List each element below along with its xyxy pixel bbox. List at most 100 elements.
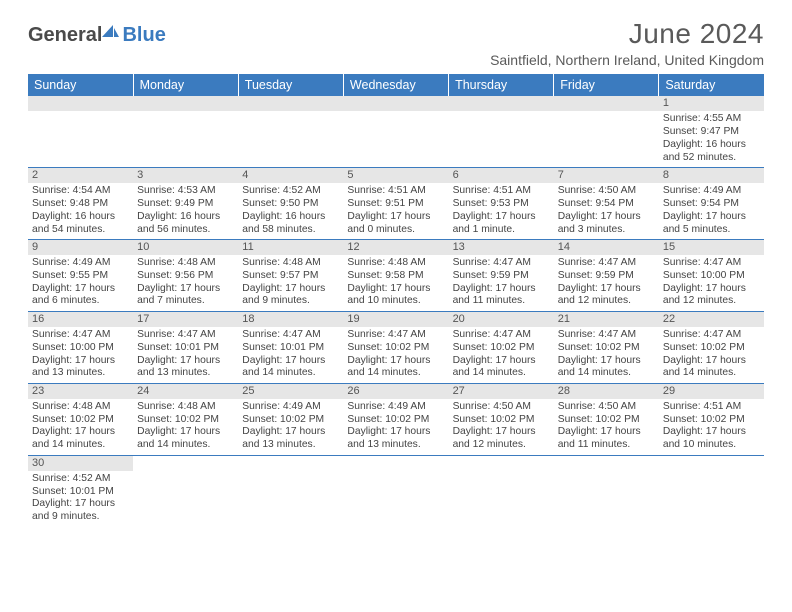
day-detail-cell: Sunrise: 4:50 AMSunset: 10:02 PMDaylight…: [449, 399, 554, 456]
page-title: June 2024: [490, 18, 764, 50]
day-detail-cell: Sunrise: 4:47 AMSunset: 10:02 PMDaylight…: [449, 327, 554, 384]
day-number-cell: [238, 456, 343, 471]
day-detail-cell: Sunrise: 4:47 AMSunset: 10:01 PMDaylight…: [238, 327, 343, 384]
day-detail-cell: Sunrise: 4:48 AMSunset: 9:57 PMDaylight:…: [238, 255, 343, 312]
weekday-header: Saturday: [659, 74, 764, 96]
calendar-table: SundayMondayTuesdayWednesdayThursdayFrid…: [28, 74, 764, 527]
day-detail-cell: [238, 111, 343, 168]
daylight-line: Daylight: 17 hours and 14 minutes.: [242, 355, 339, 381]
day-detail-row: Sunrise: 4:54 AMSunset: 9:48 PMDaylight:…: [28, 183, 764, 240]
sunrise-line: Sunrise: 4:47 AM: [242, 329, 339, 342]
day-detail-cell: Sunrise: 4:47 AMSunset: 9:59 PMDaylight:…: [449, 255, 554, 312]
daylight-line: Daylight: 17 hours and 3 minutes.: [558, 211, 655, 237]
day-number-cell: 9: [28, 240, 133, 255]
daylight-line: Daylight: 17 hours and 11 minutes.: [558, 426, 655, 452]
weekday-header: Sunday: [28, 74, 133, 96]
brand-logo: General Blue: [28, 18, 166, 47]
sunset-line: Sunset: 9:54 PM: [663, 198, 760, 211]
day-number-cell: 26: [343, 384, 448, 399]
day-detail-cell: Sunrise: 4:51 AMSunset: 9:51 PMDaylight:…: [343, 183, 448, 240]
daylight-line: Daylight: 17 hours and 9 minutes.: [242, 283, 339, 309]
day-detail-cell: [449, 471, 554, 527]
daylight-line: Daylight: 17 hours and 5 minutes.: [663, 211, 760, 237]
daylight-line: Daylight: 17 hours and 11 minutes.: [453, 283, 550, 309]
sunset-line: Sunset: 9:59 PM: [558, 270, 655, 283]
daylight-line: Daylight: 17 hours and 12 minutes.: [663, 283, 760, 309]
title-block: June 2024 Saintfield, Northern Ireland, …: [490, 18, 764, 68]
brand-part2: Blue: [122, 24, 165, 47]
day-number-cell: 17: [133, 312, 238, 327]
day-number-cell: 25: [238, 384, 343, 399]
daylight-line: Daylight: 17 hours and 0 minutes.: [347, 211, 444, 237]
sunset-line: Sunset: 9:58 PM: [347, 270, 444, 283]
sunrise-line: Sunrise: 4:49 AM: [663, 185, 760, 198]
day-detail-row: Sunrise: 4:47 AMSunset: 10:00 PMDaylight…: [28, 327, 764, 384]
daylight-line: Daylight: 17 hours and 10 minutes.: [663, 426, 760, 452]
day-detail-cell: Sunrise: 4:54 AMSunset: 9:48 PMDaylight:…: [28, 183, 133, 240]
day-detail-cell: Sunrise: 4:52 AMSunset: 10:01 PMDaylight…: [28, 471, 133, 527]
day-number-cell: 28: [554, 384, 659, 399]
sunrise-line: Sunrise: 4:55 AM: [663, 113, 760, 126]
day-detail-cell: Sunrise: 4:48 AMSunset: 10:02 PMDaylight…: [133, 399, 238, 456]
day-detail-row: Sunrise: 4:48 AMSunset: 10:02 PMDaylight…: [28, 399, 764, 456]
weekday-header: Thursday: [449, 74, 554, 96]
day-number-cell: 19: [343, 312, 448, 327]
day-number-row: 30: [28, 456, 764, 471]
sunset-line: Sunset: 10:01 PM: [242, 342, 339, 355]
day-number-cell: [28, 96, 133, 111]
day-detail-cell: Sunrise: 4:49 AMSunset: 10:02 PMDaylight…: [238, 399, 343, 456]
sunset-line: Sunset: 10:02 PM: [558, 414, 655, 427]
weekday-header: Friday: [554, 74, 659, 96]
day-number-cell: [133, 96, 238, 111]
sunset-line: Sunset: 9:49 PM: [137, 198, 234, 211]
sunset-line: Sunset: 10:01 PM: [137, 342, 234, 355]
day-detail-cell: Sunrise: 4:49 AMSunset: 9:55 PMDaylight:…: [28, 255, 133, 312]
sunset-line: Sunset: 9:56 PM: [137, 270, 234, 283]
daylight-line: Daylight: 17 hours and 13 minutes.: [32, 355, 129, 381]
sunrise-line: Sunrise: 4:48 AM: [137, 257, 234, 270]
day-number-cell: 30: [28, 456, 133, 471]
sunset-line: Sunset: 10:02 PM: [32, 414, 129, 427]
daylight-line: Daylight: 16 hours and 52 minutes.: [663, 139, 760, 165]
day-number-cell: 3: [133, 168, 238, 183]
day-number-cell: 24: [133, 384, 238, 399]
sunrise-line: Sunrise: 4:49 AM: [32, 257, 129, 270]
sunrise-line: Sunrise: 4:47 AM: [32, 329, 129, 342]
day-detail-cell: Sunrise: 4:47 AMSunset: 10:00 PMDaylight…: [28, 327, 133, 384]
day-detail-row: Sunrise: 4:55 AMSunset: 9:47 PMDaylight:…: [28, 111, 764, 168]
sunrise-line: Sunrise: 4:50 AM: [558, 185, 655, 198]
sunset-line: Sunset: 10:02 PM: [347, 414, 444, 427]
day-number-cell: 20: [449, 312, 554, 327]
sunrise-line: Sunrise: 4:49 AM: [242, 401, 339, 414]
day-number-row: 16171819202122: [28, 312, 764, 327]
daylight-line: Daylight: 17 hours and 14 minutes.: [558, 355, 655, 381]
day-number-row: 9101112131415: [28, 240, 764, 255]
daylight-line: Daylight: 17 hours and 13 minutes.: [137, 355, 234, 381]
sunrise-line: Sunrise: 4:53 AM: [137, 185, 234, 198]
sunset-line: Sunset: 10:02 PM: [137, 414, 234, 427]
sunrise-line: Sunrise: 4:47 AM: [453, 329, 550, 342]
daylight-line: Daylight: 17 hours and 13 minutes.: [242, 426, 339, 452]
day-number-cell: [343, 96, 448, 111]
daylight-line: Daylight: 17 hours and 7 minutes.: [137, 283, 234, 309]
day-detail-cell: Sunrise: 4:48 AMSunset: 9:56 PMDaylight:…: [133, 255, 238, 312]
sunrise-line: Sunrise: 4:47 AM: [663, 329, 760, 342]
day-number-row: 2345678: [28, 168, 764, 183]
day-number-cell: [238, 96, 343, 111]
sunset-line: Sunset: 10:02 PM: [242, 414, 339, 427]
day-detail-cell: Sunrise: 4:47 AMSunset: 10:02 PMDaylight…: [659, 327, 764, 384]
sunset-line: Sunset: 9:59 PM: [453, 270, 550, 283]
day-number-cell: 23: [28, 384, 133, 399]
day-detail-cell: Sunrise: 4:51 AMSunset: 9:53 PMDaylight:…: [449, 183, 554, 240]
brand-part1: General: [28, 24, 102, 47]
day-number-cell: 6: [449, 168, 554, 183]
sunset-line: Sunset: 10:02 PM: [453, 342, 550, 355]
day-detail-cell: [133, 471, 238, 527]
day-detail-cell: Sunrise: 4:48 AMSunset: 10:02 PMDaylight…: [28, 399, 133, 456]
sunrise-line: Sunrise: 4:47 AM: [558, 257, 655, 270]
daylight-line: Daylight: 17 hours and 12 minutes.: [558, 283, 655, 309]
day-number-cell: [449, 96, 554, 111]
weekday-header-row: SundayMondayTuesdayWednesdayThursdayFrid…: [28, 74, 764, 96]
daylight-line: Daylight: 17 hours and 1 minute.: [453, 211, 550, 237]
sunset-line: Sunset: 9:48 PM: [32, 198, 129, 211]
